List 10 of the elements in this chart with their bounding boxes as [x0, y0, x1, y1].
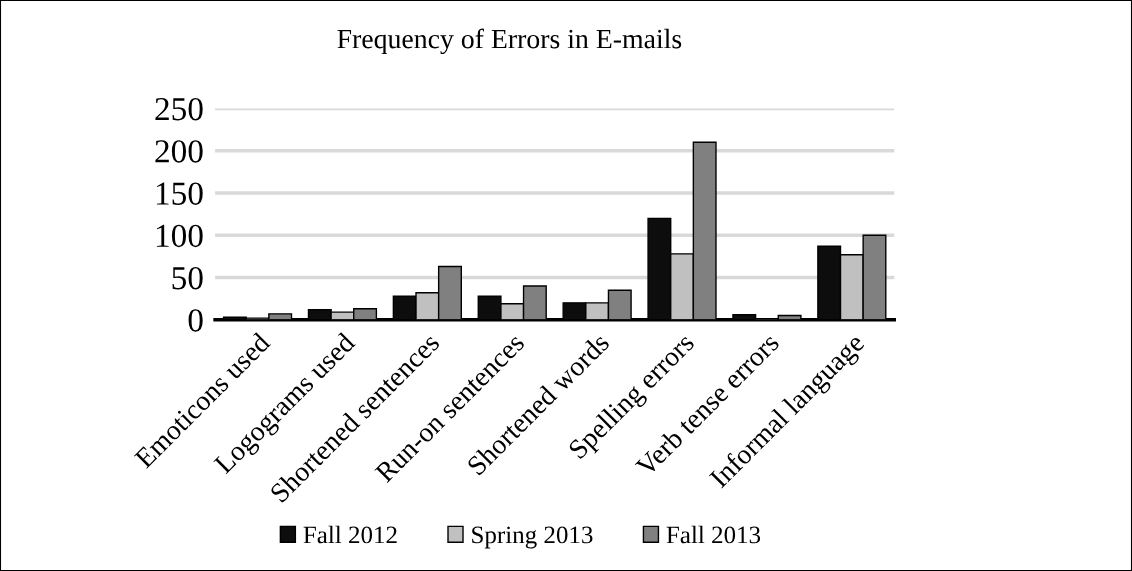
y-tick-label: 0 — [188, 309, 203, 332]
y-tick-label: 50 — [172, 266, 203, 290]
y-tick-label: 100 — [156, 224, 203, 248]
legend-label: Spring 2013 — [472, 526, 593, 549]
legend-label: Fall 2013 — [666, 525, 761, 544]
y-tick-label: 200 — [155, 140, 203, 163]
y-tick-label: 250 — [155, 97, 203, 121]
y-tick-label: 150 — [156, 182, 203, 205]
chart-title: Frequency of Errors in E-mails — [337, 28, 682, 55]
legend-label: Fall 2012 — [303, 525, 397, 544]
